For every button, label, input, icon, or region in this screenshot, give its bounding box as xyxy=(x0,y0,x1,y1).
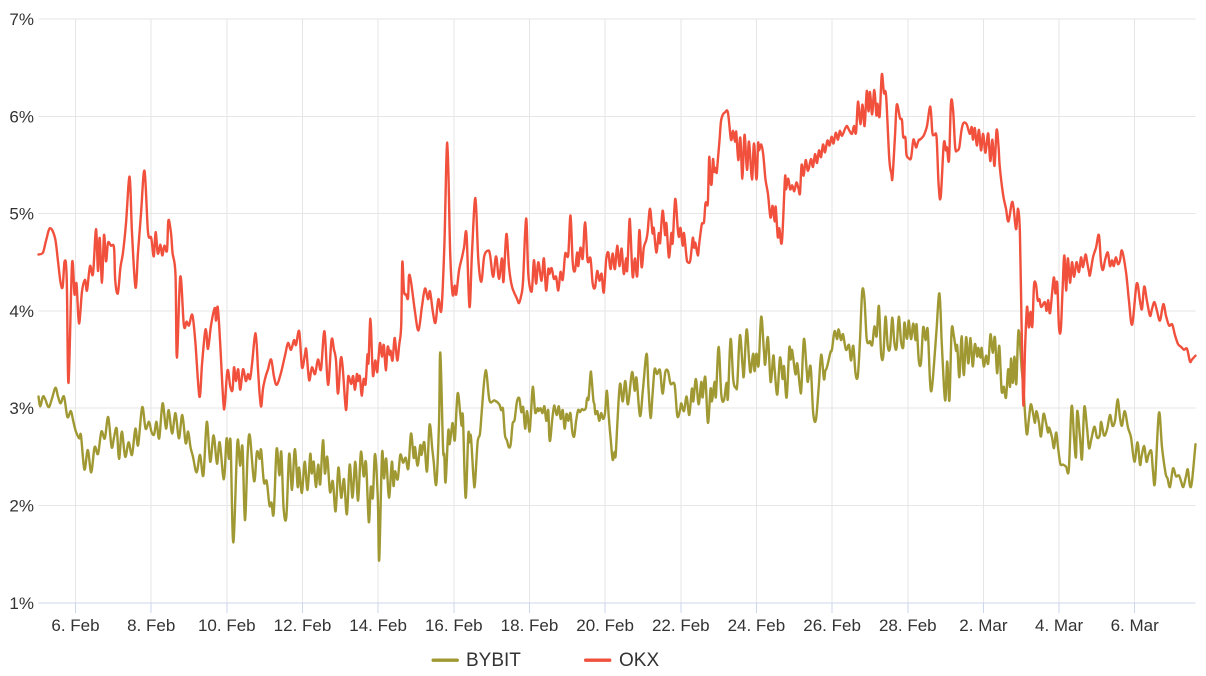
svg-text:3%: 3% xyxy=(9,399,34,418)
svg-text:26. Feb: 26. Feb xyxy=(803,616,861,635)
svg-text:6%: 6% xyxy=(9,107,34,126)
svg-text:28. Feb: 28. Feb xyxy=(879,616,937,635)
svg-text:18. Feb: 18. Feb xyxy=(501,616,559,635)
svg-text:6. Feb: 6. Feb xyxy=(51,616,99,635)
svg-text:12. Feb: 12. Feb xyxy=(274,616,332,635)
svg-text:10. Feb: 10. Feb xyxy=(198,616,256,635)
svg-text:20. Feb: 20. Feb xyxy=(576,616,634,635)
svg-text:4%: 4% xyxy=(9,302,34,321)
svg-text:8. Feb: 8. Feb xyxy=(127,616,175,635)
svg-text:OKX: OKX xyxy=(619,650,659,671)
svg-text:1%: 1% xyxy=(9,594,34,613)
svg-text:4. Mar: 4. Mar xyxy=(1035,616,1084,635)
svg-text:16. Feb: 16. Feb xyxy=(425,616,483,635)
svg-text:14. Feb: 14. Feb xyxy=(349,616,407,635)
svg-text:2%: 2% xyxy=(9,497,34,516)
svg-text:6. Mar: 6. Mar xyxy=(1111,616,1160,635)
svg-text:5%: 5% xyxy=(9,205,34,224)
svg-text:2. Mar: 2. Mar xyxy=(959,616,1008,635)
svg-text:BYBIT: BYBIT xyxy=(466,650,521,671)
svg-text:24. Feb: 24. Feb xyxy=(728,616,786,635)
svg-text:22. Feb: 22. Feb xyxy=(652,616,710,635)
svg-text:7%: 7% xyxy=(9,10,34,29)
